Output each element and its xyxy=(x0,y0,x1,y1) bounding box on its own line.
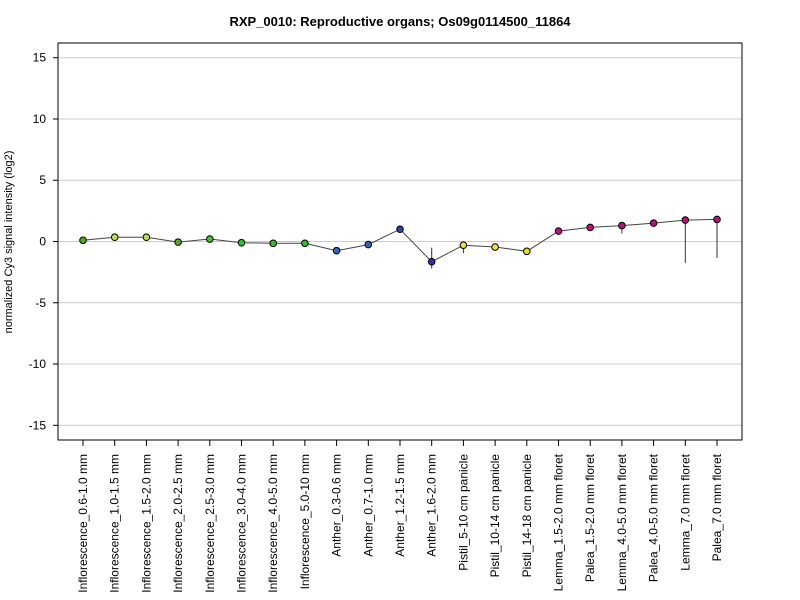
grid-lines xyxy=(58,57,742,426)
y-tick-label: 0 xyxy=(39,235,46,249)
data-point xyxy=(174,238,182,246)
data-point xyxy=(237,238,246,247)
y-axis: -15 -10 -5 0 5 10 15 xyxy=(29,51,58,432)
y-tick-label: 10 xyxy=(33,112,47,126)
x-axis: Inflorescence_0.6-1.0 mm Inflorescence_1.… xyxy=(76,440,724,593)
x-tick-label: Lemma_4.0-5.0 mm floret xyxy=(615,453,629,591)
x-tick-label: Anther_0.7-1.0 mm xyxy=(361,454,375,557)
y-tick-label: -15 xyxy=(29,418,47,432)
data-point xyxy=(301,239,309,248)
x-tick-label: Anther_1.2-1.5 mm xyxy=(393,454,407,557)
x-tick-label: Anther_1.6-2.0 mm xyxy=(425,454,439,557)
x-tick-label: Inflorescence_3.0-4.0 mm xyxy=(235,454,249,593)
data-point xyxy=(491,243,499,251)
data-point xyxy=(681,216,690,224)
data-point xyxy=(396,225,404,234)
x-tick-label: Inflorescence_1.0-1.5 mm xyxy=(108,454,122,593)
data-point xyxy=(269,239,278,248)
x-tick-label: Inflorescence_0.6-1.0 mm xyxy=(76,454,90,593)
x-tick-label: Inflorescence_5.0-10 mm xyxy=(298,454,312,589)
data-point xyxy=(364,240,373,249)
x-tick-label: Pistil_5-10 cm panicle xyxy=(456,454,470,571)
data-point xyxy=(206,235,214,243)
y-tick-label: 15 xyxy=(33,51,47,65)
y-tick-label: -10 xyxy=(29,357,47,371)
data-point xyxy=(459,241,468,249)
data-point xyxy=(618,221,626,230)
data-point xyxy=(523,247,531,256)
data-points xyxy=(79,215,721,266)
y-axis-label: normalized Cy3 signal intensity (log2) xyxy=(3,151,15,334)
data-point xyxy=(110,233,119,242)
x-tick-label: Lemma_7.0 mm floret xyxy=(678,453,692,570)
data-point xyxy=(713,215,721,224)
data-point xyxy=(142,233,151,242)
x-tick-label: Inflorescence_2.5-3.0 mm xyxy=(203,454,217,593)
chart-title: RXP_0010: Reproductive organs; Os09g0114… xyxy=(229,14,571,29)
x-tick-label: Lemma_1.5-2.0 mm floret xyxy=(552,453,566,591)
x-tick-label: Pistil_14-18 cm panicle xyxy=(520,454,534,578)
x-tick-label: Inflorescence_4.0-5.0 mm xyxy=(266,454,280,593)
x-tick-label: Inflorescence_2.0-2.5 mm xyxy=(171,454,185,593)
data-point xyxy=(586,223,595,232)
data-point xyxy=(332,246,341,255)
x-tick-label: Palea_7.0 mm floret xyxy=(710,453,724,561)
data-point xyxy=(79,236,87,245)
data-point xyxy=(649,219,658,227)
data-point xyxy=(427,257,436,266)
x-tick-label: Inflorescence_1.5-2.0 mm xyxy=(139,454,153,593)
x-tick-label: Anther_0.3-0.6 mm xyxy=(330,454,344,557)
data-point xyxy=(554,227,563,235)
y-tick-label: -5 xyxy=(35,296,46,310)
x-tick-label: Palea_4.0-5.0 mm floret xyxy=(647,453,661,582)
y-tick-label: 5 xyxy=(39,173,46,187)
x-tick-label: Pistil_10-14 cm panicle xyxy=(488,454,502,578)
x-tick-label: Palea_1.5-2.0 mm floret xyxy=(583,453,597,582)
